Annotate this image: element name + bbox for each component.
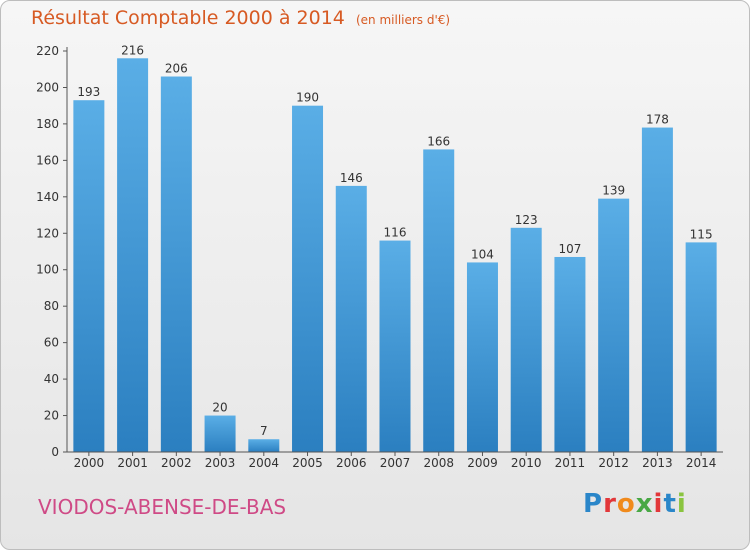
bar-value-label: 107 — [558, 242, 581, 256]
bar-2014 — [685, 242, 717, 452]
x-tick-label: 2007 — [380, 456, 411, 470]
x-tick-label: 2001 — [117, 456, 148, 470]
bar-2006 — [335, 185, 367, 452]
y-tick-label: 140 — [36, 190, 59, 204]
x-tick-label: 2003 — [205, 456, 236, 470]
bar-2002 — [160, 76, 192, 452]
bar-value-label: 146 — [340, 171, 363, 185]
bar-2007 — [379, 240, 411, 452]
bar-2013 — [641, 127, 673, 453]
x-tick-label: 2009 — [467, 456, 498, 470]
bar-2005 — [292, 105, 324, 452]
y-tick-label: 40 — [44, 372, 59, 386]
bar-2000 — [73, 100, 105, 453]
y-tick-label: 180 — [36, 117, 59, 131]
x-tick-label: 2006 — [336, 456, 367, 470]
bar-2008 — [423, 149, 455, 452]
bar-value-label: 20 — [212, 401, 227, 415]
bar-2003 — [204, 415, 236, 452]
y-tick-label: 60 — [44, 336, 59, 350]
bar-value-label: 123 — [515, 213, 538, 227]
bar-value-label: 190 — [296, 91, 319, 105]
x-tick-label: 2011 — [555, 456, 586, 470]
bar-value-label: 116 — [384, 226, 407, 240]
y-tick-label: 200 — [36, 80, 59, 94]
y-axis: 0 20 40 60 80 100 120 140 160 180 200 220 — [36, 44, 68, 459]
y-tick-label: 160 — [36, 153, 59, 167]
bars: 193 216 206 20 7 190 146 116 166 104 123 107 139 178 1… — [73, 43, 717, 453]
y-tick-label: 20 — [44, 409, 59, 423]
x-tick-label: 2005 — [292, 456, 323, 470]
bar-2010 — [510, 227, 542, 452]
bar-value-label: 206 — [165, 62, 188, 76]
bar-2012 — [598, 198, 630, 452]
commune-name: VIODOS-ABENSE-DE-BAS — [38, 495, 287, 519]
bar-value-label: 139 — [602, 184, 625, 198]
y-tick-label: 120 — [36, 226, 59, 240]
bar-value-label: 216 — [121, 43, 144, 57]
bar-value-label: 7 — [260, 424, 268, 438]
x-tick-label: 2002 — [161, 456, 192, 470]
chart-title: Résultat Comptable 2000 à 2014 — [31, 7, 345, 29]
y-tick-label: 80 — [44, 299, 59, 313]
y-tick-label: 0 — [51, 445, 59, 459]
chart-subtitle: (en milliers d'€) — [355, 13, 451, 27]
proxiti-logo: Proxiti — [583, 489, 687, 519]
x-tick-label: 2014 — [686, 456, 717, 470]
bar-value-label: 115 — [690, 227, 713, 241]
x-tick-label: 2013 — [642, 456, 673, 470]
y-tick-label: 220 — [36, 44, 59, 58]
bar-2001 — [117, 58, 149, 453]
title-row: Résultat Comptable 2000 à 2014 (en milli… — [31, 7, 450, 29]
bar-value-label: 178 — [646, 113, 669, 127]
bar-value-label: 193 — [77, 85, 100, 99]
x-tick-label: 2004 — [249, 456, 280, 470]
bar-2004 — [248, 439, 280, 452]
x-tick-label: 2008 — [423, 456, 454, 470]
y-tick-label: 100 — [36, 263, 59, 277]
x-tick-label: 2010 — [511, 456, 542, 470]
x-tick-label: 2000 — [74, 456, 105, 470]
bar-2009 — [466, 262, 498, 452]
x-axis: 2000 2001 2002 2003 2004 2005 2006 2007 2008 2009… — [67, 451, 723, 470]
bar-value-label: 166 — [427, 134, 450, 148]
bar-value-label: 104 — [471, 247, 494, 261]
x-tick-label: 2012 — [598, 456, 629, 470]
bar-2011 — [554, 256, 586, 452]
